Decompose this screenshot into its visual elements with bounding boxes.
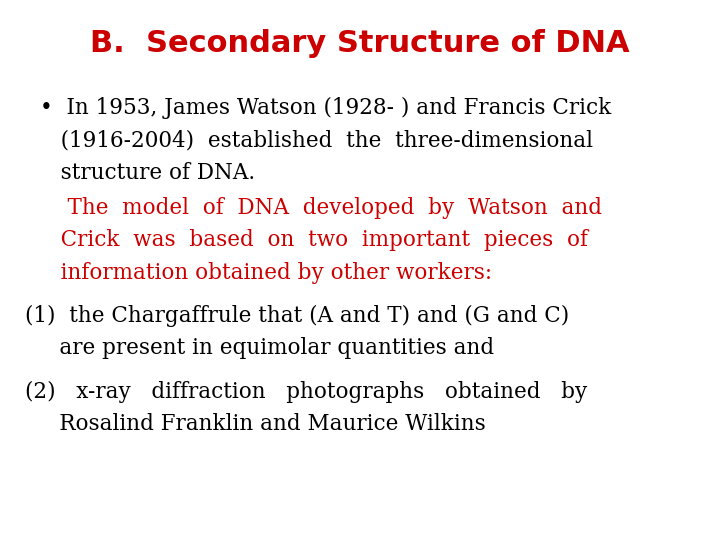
Text: •  In 1953, James Watson (1928- ) and Francis Crick: • In 1953, James Watson (1928- ) and Fra… bbox=[40, 97, 611, 119]
Text: Rosalind Franklin and Maurice Wilkins: Rosalind Franklin and Maurice Wilkins bbox=[25, 413, 486, 435]
Text: (2)   x-ray   diffraction   photographs   obtained   by: (2) x-ray diffraction photographs obtain… bbox=[25, 381, 588, 402]
Text: structure of DNA.: structure of DNA. bbox=[40, 162, 255, 184]
Text: information obtained by other workers:: information obtained by other workers: bbox=[40, 262, 492, 284]
Text: are present in equimolar quantities and: are present in equimolar quantities and bbox=[25, 338, 495, 359]
Text: (1)  the Chargaffrule that (A and T) and (G and C): (1) the Chargaffrule that (A and T) and … bbox=[25, 305, 570, 327]
Text: B.  Secondary Structure of DNA: B. Secondary Structure of DNA bbox=[90, 29, 630, 58]
Text: The  model  of  DNA  developed  by  Watson  and: The model of DNA developed by Watson and bbox=[40, 197, 602, 219]
Text: (1916-2004)  established  the  three-dimensional: (1916-2004) established the three-dimens… bbox=[40, 130, 593, 151]
Text: Crick  was  based  on  two  important  pieces  of: Crick was based on two important pieces … bbox=[40, 230, 588, 251]
